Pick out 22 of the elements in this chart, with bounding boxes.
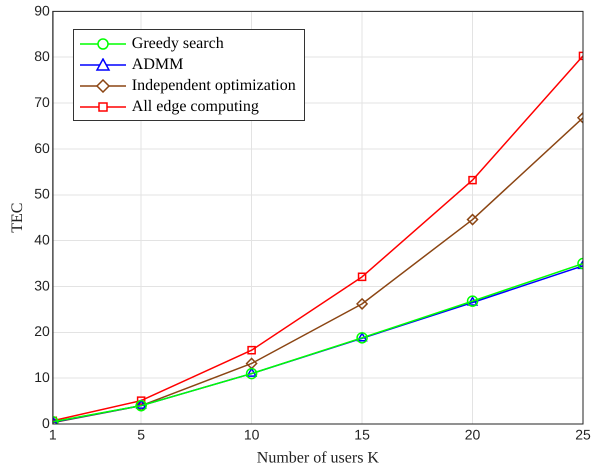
x-tick-label: 1 [48, 426, 57, 442]
x-tick-label: 15 [354, 426, 370, 442]
legend-label: ADMM [132, 55, 184, 76]
legend-label: All edge computing [132, 97, 259, 118]
y-tick-label: 30 [34, 277, 50, 294]
y-tick-label: 60 [34, 140, 50, 156]
x-tick-label: 20 [464, 426, 481, 442]
y-axis-title: TEC [8, 202, 26, 233]
y-tick-label: 10 [34, 369, 50, 386]
y-tick-label: 40 [34, 231, 50, 248]
x-tick-label: 10 [244, 426, 260, 442]
y-tick-label: 70 [34, 94, 50, 110]
legend-label: Independent optimization [132, 76, 296, 96]
x-tick-label: 25 [575, 426, 591, 442]
y-tick-label: 80 [34, 48, 50, 64]
y-tick-label: 50 [34, 186, 50, 202]
y-tick-label: 90 [34, 2, 50, 18]
y-tick-label: 20 [34, 323, 50, 340]
legend-label: Greedy search [132, 34, 224, 54]
y-tick-label: 0 [42, 414, 50, 431]
x-axis-title: Number of users K [256, 450, 380, 467]
x-tick-label: 5 [137, 426, 146, 442]
